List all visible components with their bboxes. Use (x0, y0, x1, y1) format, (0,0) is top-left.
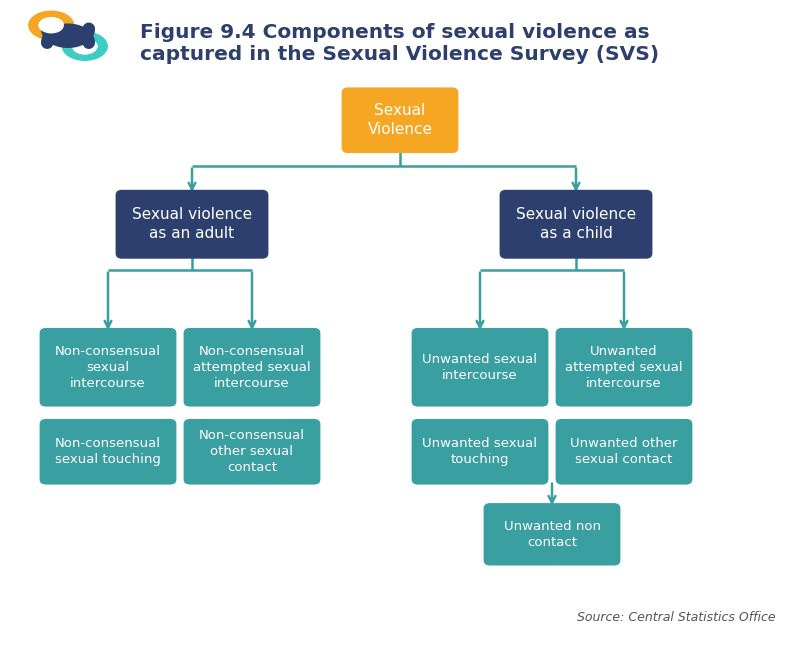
Circle shape (39, 18, 63, 32)
Text: Unwanted
attempted sexual
intercourse: Unwanted attempted sexual intercourse (565, 344, 683, 390)
FancyBboxPatch shape (499, 190, 652, 259)
Text: Unwanted sexual
touching: Unwanted sexual touching (422, 437, 538, 466)
FancyBboxPatch shape (342, 88, 458, 153)
FancyBboxPatch shape (40, 419, 176, 485)
Text: Figure 9.4 Components of sexual violence as: Figure 9.4 Components of sexual violence… (140, 23, 650, 42)
FancyBboxPatch shape (555, 328, 692, 407)
Text: Unwanted non
contact: Unwanted non contact (503, 520, 601, 549)
Text: Unwanted other
sexual contact: Unwanted other sexual contact (570, 437, 678, 466)
Text: Non-consensual
other sexual
contact: Non-consensual other sexual contact (199, 429, 305, 474)
Text: Sexual violence
as a child: Sexual violence as a child (516, 207, 636, 241)
FancyBboxPatch shape (555, 419, 692, 485)
Text: captured in the Sexual Violence Survey (SVS): captured in the Sexual Violence Survey (… (140, 46, 659, 64)
Circle shape (39, 18, 63, 32)
FancyBboxPatch shape (115, 190, 269, 259)
FancyBboxPatch shape (411, 419, 549, 485)
Text: Unwanted sexual
intercourse: Unwanted sexual intercourse (422, 353, 538, 382)
Circle shape (73, 39, 97, 54)
Circle shape (73, 39, 97, 54)
Circle shape (29, 11, 74, 39)
Text: Non-consensual
attempted sexual
intercourse: Non-consensual attempted sexual intercou… (193, 344, 311, 390)
Text: Sexual
Violence: Sexual Violence (367, 103, 433, 137)
Text: Non-consensual
sexual
intercourse: Non-consensual sexual intercourse (55, 344, 161, 390)
FancyBboxPatch shape (40, 328, 176, 407)
FancyBboxPatch shape (184, 419, 320, 485)
FancyBboxPatch shape (483, 503, 620, 566)
Text: Non-consensual
sexual touching: Non-consensual sexual touching (55, 437, 161, 466)
Circle shape (62, 32, 107, 60)
Text: Sexual violence
as an adult: Sexual violence as an adult (132, 207, 252, 241)
FancyBboxPatch shape (184, 328, 320, 407)
FancyBboxPatch shape (411, 328, 549, 407)
Text: Source: Central Statistics Office: Source: Central Statistics Office (578, 611, 776, 624)
